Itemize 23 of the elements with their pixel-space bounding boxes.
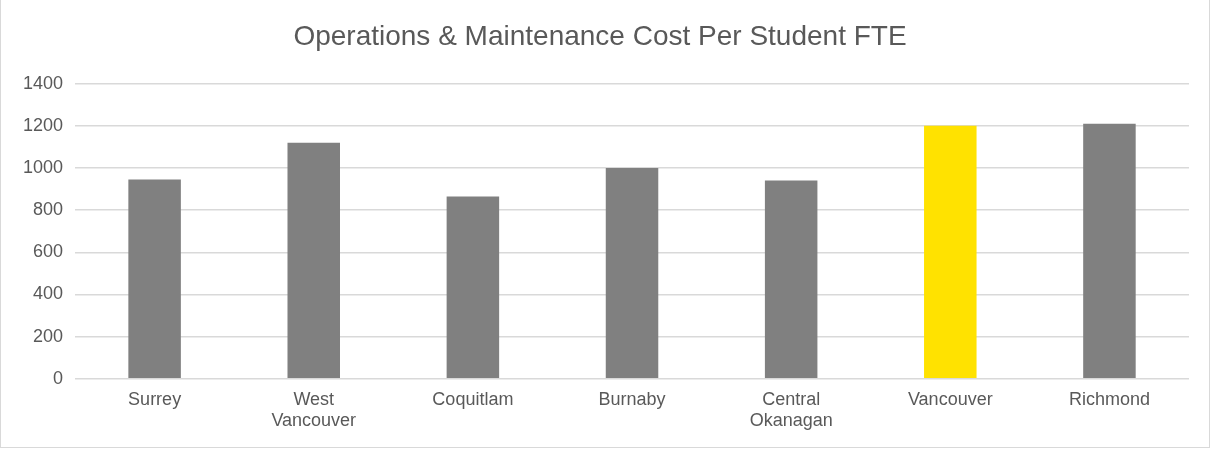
bar [1083,123,1136,379]
y-tick-label: 400 [33,283,64,304]
x-tick-label: Central Okanagan [749,388,833,431]
y-tick-label: 800 [33,199,64,220]
y-tick-label: 600 [33,241,64,262]
x-tick-label: West Vancouver [271,388,357,431]
x-tick-label: Surrey [128,388,182,409]
bar [287,142,341,379]
x-tick-label: Burnaby [598,388,666,409]
y-tick-label: 200 [33,325,64,346]
y-tick-label: 1400 [23,72,64,93]
chart-title: Operations & Maintenance Cost Per Student FTE [293,19,907,51]
x-tick-label: Coquitlam [432,388,514,409]
bar [764,180,818,379]
bar [924,125,977,379]
y-tick-label: 1200 [23,114,64,135]
bar [446,196,500,379]
x-tick-label: Vancouver [907,388,993,409]
bar [128,179,181,379]
bar [605,167,659,379]
x-tick-label: Richmond [1068,388,1150,409]
y-tick-label: 0 [53,367,64,388]
y-tick-label: 1000 [23,156,64,177]
